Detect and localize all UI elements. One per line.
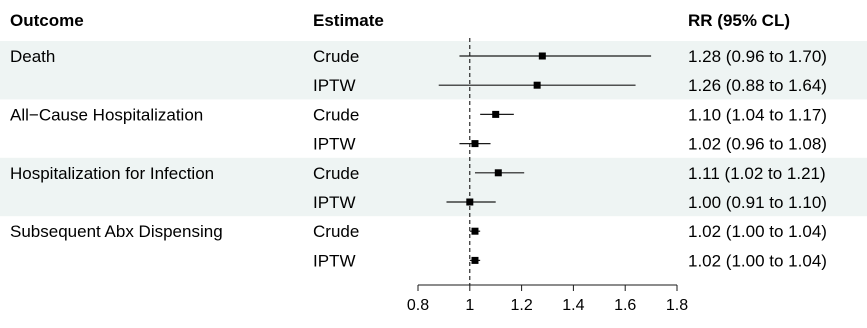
- point-estimate: [494, 169, 502, 177]
- header-rr: RR (95% CL): [688, 11, 790, 30]
- point-estimate: [471, 256, 479, 264]
- rr-ci-label: 1.00 (0.91 to 1.10): [688, 193, 827, 212]
- table-rows: Death Crude 1.28 (0.96 to 1.70) IPTW 1.26 (0…: [10, 47, 827, 270]
- row-bands: [0, 41, 867, 217]
- estimate-label: Crude: [313, 105, 359, 124]
- estimate-label: Crude: [313, 47, 359, 66]
- outcome-label: Death: [10, 47, 55, 66]
- outcome-label: Hospitalization for Infection: [10, 164, 214, 183]
- outcome-label: Subsequent Abx Dispensing: [10, 222, 223, 241]
- row-band: [0, 157, 867, 217]
- x-tick-label: 0.8: [407, 297, 429, 314]
- estimate-label: Crude: [313, 164, 359, 183]
- point-estimate: [466, 198, 474, 206]
- estimate-label: IPTW: [313, 76, 356, 95]
- point-estimate: [471, 140, 479, 148]
- x-tick-label: 1.6: [614, 297, 636, 314]
- header-estimate: Estimate: [313, 11, 384, 30]
- x-tick-label: 1.4: [562, 297, 584, 314]
- rr-ci-label: 1.10 (1.04 to 1.17): [688, 105, 827, 124]
- point-estimate: [492, 110, 500, 118]
- outcome-label: All−Cause Hospitalization: [10, 105, 203, 124]
- x-tick-label: 1.2: [510, 297, 532, 314]
- rr-ci-label: 1.02 (1.00 to 1.04): [688, 251, 827, 270]
- plot-marks: [438, 38, 652, 285]
- rr-ci-label: 1.02 (1.00 to 1.04): [688, 222, 827, 241]
- row-band: [0, 41, 867, 100]
- x-tick-label: 1.8: [666, 297, 688, 314]
- point-estimate: [533, 81, 541, 89]
- rr-ci-label: 1.28 (0.96 to 1.70): [688, 47, 827, 66]
- rr-ci-label: 1.26 (0.88 to 1.64): [688, 76, 827, 95]
- rr-ci-label: 1.02 (0.96 to 1.08): [688, 135, 827, 154]
- estimate-label: Crude: [313, 222, 359, 241]
- x-tick-label: 1: [465, 297, 474, 314]
- point-estimate: [538, 52, 546, 60]
- estimate-label: IPTW: [313, 193, 356, 212]
- estimate-label: IPTW: [313, 135, 356, 154]
- x-axis: 0.8 1 1.2 1.4 1.6 1.8: [407, 284, 688, 314]
- point-estimate: [471, 227, 479, 235]
- header-outcome: Outcome: [10, 11, 84, 30]
- estimate-label: IPTW: [313, 251, 356, 270]
- rr-ci-label: 1.11 (1.02 to 1.21): [688, 164, 826, 183]
